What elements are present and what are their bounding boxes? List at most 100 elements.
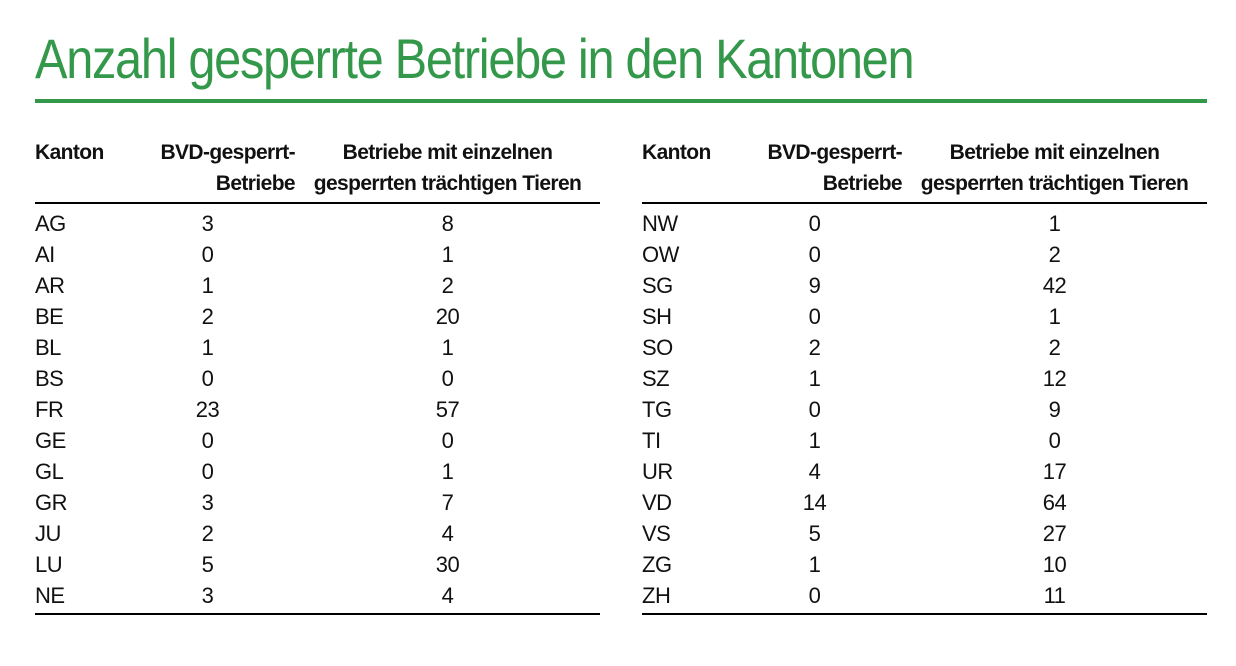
value-cell: 2 (1048, 242, 1061, 267)
value-cell: 42 (1042, 273, 1067, 298)
table-row: GE 0 0 (35, 425, 600, 456)
canton-code: GR (35, 490, 68, 515)
canton-code: AI (35, 242, 55, 267)
header-line: Betriebe (822, 172, 903, 195)
canton-code: JU (35, 521, 61, 546)
table-row: BE 2 20 (35, 301, 600, 332)
table-row: VS 5 27 (642, 518, 1207, 549)
tables-container: Kanton BVD-gesperrt- Betriebe Betriebe m… (35, 137, 1207, 615)
canton-code: VS (642, 521, 671, 546)
value-cell: 0 (441, 428, 454, 453)
table-row: AI 0 1 (35, 239, 600, 270)
value-cell: 5 (201, 552, 214, 577)
value-cell: 5 (808, 521, 821, 546)
page-title: Anzahl gesperrte Betriebe in den Kantone… (35, 27, 915, 90)
canton-code: SO (642, 335, 673, 360)
canton-code: AR (35, 273, 65, 298)
column-header-kanton: Kanton (35, 137, 120, 204)
column-header-bvd-gesperrt-betriebe: BVD-gesperrt- Betriebe (120, 137, 296, 204)
table-row: SG 9 42 (642, 270, 1207, 301)
table-row: ZH 0 11 (642, 580, 1207, 615)
table-header-row: Kanton BVD-gesperrt- Betriebe Betriebe m… (642, 137, 1207, 204)
value-cell: 10 (1042, 552, 1067, 577)
table-row: TI 1 0 (642, 425, 1207, 456)
value-cell: 57 (435, 397, 460, 422)
header-line: Betriebe mit einzelnen (949, 141, 1160, 164)
value-cell: 0 (1048, 428, 1061, 453)
value-cell: 0 (201, 428, 214, 453)
value-cell: 14 (802, 490, 827, 515)
header-line: BVD-gesperrt- (767, 141, 902, 164)
table-header-row: Kanton BVD-gesperrt- Betriebe Betriebe m… (35, 137, 600, 204)
value-cell: 1 (441, 242, 454, 267)
value-cell: 4 (295, 580, 600, 615)
canton-code: GE (35, 428, 66, 453)
value-cell: 3 (201, 490, 214, 515)
table-body-left: AG 3 8 AI 0 1 AR 1 2 BE 2 20 BL 1 1 BS 0 0 FR 23 57 GE 0 0 GL 0 1 G… (35, 203, 600, 615)
canton-code: BS (35, 366, 64, 391)
table-row: FR 23 57 (35, 394, 600, 425)
table-row: GR 3 7 (35, 487, 600, 518)
table-row: JU 2 4 (35, 518, 600, 549)
table-body-right: NW 0 1 OW 0 2 SG 9 42 SH 0 1 SO 2 2 SZ 1 12 TG 0 9 TI 1 0 UR 4 17 V… (642, 203, 1207, 615)
canton-code: TI (642, 428, 661, 453)
value-cell: 12 (1042, 366, 1067, 391)
value-cell: 1 (808, 552, 821, 577)
value-cell: 2 (441, 273, 454, 298)
table-row: UR 4 17 (642, 456, 1207, 487)
value-cell: 17 (1042, 459, 1067, 484)
table-row: AG 3 8 (35, 203, 600, 239)
table-row: NW 0 1 (642, 203, 1207, 239)
table-row: OW 0 2 (642, 239, 1207, 270)
value-cell: 20 (435, 304, 460, 329)
value-cell: 1 (441, 335, 454, 360)
table-row: BS 0 0 (35, 363, 600, 394)
value-cell: 0 (727, 580, 902, 615)
canton-code: AG (35, 211, 66, 236)
value-cell: 2 (201, 521, 214, 546)
value-cell: 2 (1048, 335, 1061, 360)
table-row: SZ 1 12 (642, 363, 1207, 394)
canton-code: ZH (642, 580, 727, 615)
table-row: ZG 1 10 (642, 549, 1207, 580)
column-header-kanton: Kanton (642, 137, 727, 204)
value-cell: 1 (201, 335, 214, 360)
value-cell: 7 (441, 490, 454, 515)
canton-code: BE (35, 304, 64, 329)
value-cell: 23 (195, 397, 220, 422)
header-label: Kanton (35, 141, 104, 164)
canton-code: OW (642, 242, 679, 267)
column-header-bvd-gesperrt-betriebe: BVD-gesperrt- Betriebe (727, 137, 903, 204)
canton-code: NW (642, 211, 678, 236)
table-row: GL 0 1 (35, 456, 600, 487)
value-cell: 9 (808, 273, 821, 298)
table-row: TG 0 9 (642, 394, 1207, 425)
header-line: Betriebe (215, 172, 296, 195)
column-header-betriebe-mit-einzelnen: Betriebe mit einzelnen gesperrten trächt… (902, 137, 1207, 204)
title-divider (35, 99, 1207, 103)
table-row: VD 14 64 (642, 487, 1207, 518)
canton-code: VD (642, 490, 672, 515)
value-cell: 0 (808, 242, 821, 267)
value-cell: 4 (441, 521, 454, 546)
cantons-table-left: Kanton BVD-gesperrt- Betriebe Betriebe m… (35, 137, 600, 615)
value-cell: 3 (120, 580, 295, 615)
canton-code: GL (35, 459, 64, 484)
value-cell: 1 (201, 273, 214, 298)
value-cell: 1 (441, 459, 454, 484)
canton-code: ZG (642, 552, 672, 577)
header-line: BVD-gesperrt- (160, 141, 295, 164)
value-cell: 1 (1048, 211, 1061, 236)
table-row: NE 3 4 (35, 580, 600, 615)
header-label: Kanton (642, 141, 711, 164)
value-cell: 1 (1048, 304, 1061, 329)
value-cell: 64 (1042, 490, 1067, 515)
canton-code: SG (642, 273, 673, 298)
value-cell: 2 (808, 335, 821, 360)
value-cell: 0 (808, 304, 821, 329)
table-row: SH 0 1 (642, 301, 1207, 332)
canton-code: FR (35, 397, 64, 422)
value-cell: 2 (201, 304, 214, 329)
header-line: gesperrten trächtigen Tieren (920, 172, 1189, 195)
table-row: LU 5 30 (35, 549, 600, 580)
